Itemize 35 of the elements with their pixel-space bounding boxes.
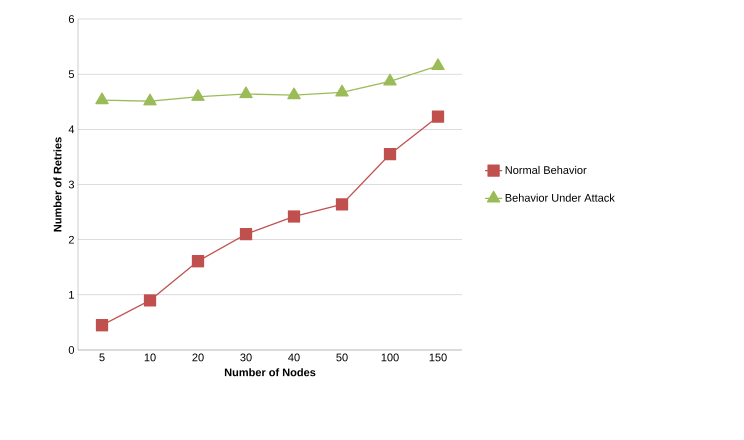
y-tick-label: 3	[68, 180, 74, 188]
point	[144, 294, 156, 306]
point	[240, 228, 252, 240]
point	[96, 319, 108, 332]
legend-label: Behavior Under Attack	[506, 194, 615, 202]
y-tick-label: 0	[68, 346, 74, 354]
y-tick-label: 6	[68, 15, 74, 23]
x-tick-label: 5	[99, 354, 105, 362]
point	[384, 148, 396, 160]
y-tick-label: 5	[68, 70, 74, 78]
point	[288, 210, 300, 223]
x-tick-label: 100	[382, 354, 399, 362]
point	[336, 198, 348, 211]
legend-label: Normal Behavior	[506, 166, 586, 174]
x-tick-label: 30	[240, 354, 252, 362]
point	[192, 255, 204, 268]
y-axis-title: Number of Retries	[53, 137, 62, 232]
y-tick-label: 4	[68, 126, 74, 134]
point	[383, 74, 397, 86]
y-tick-label: 1	[69, 291, 74, 299]
x-axis-title: Number of Nodes	[224, 368, 316, 376]
point	[287, 87, 301, 100]
point	[431, 58, 445, 70]
point	[335, 84, 349, 97]
point	[191, 89, 205, 101]
x-tick-label: 10	[144, 354, 156, 362]
point	[143, 94, 157, 106]
x-tick-label: 40	[288, 354, 300, 362]
x-tick-label: 20	[192, 354, 204, 362]
point	[239, 86, 253, 98]
x-tick-label: 50	[336, 354, 348, 362]
point	[432, 110, 444, 123]
y-tick-label: 2	[68, 236, 74, 244]
point	[95, 92, 109, 104]
x-tick-label: 150	[430, 354, 447, 362]
